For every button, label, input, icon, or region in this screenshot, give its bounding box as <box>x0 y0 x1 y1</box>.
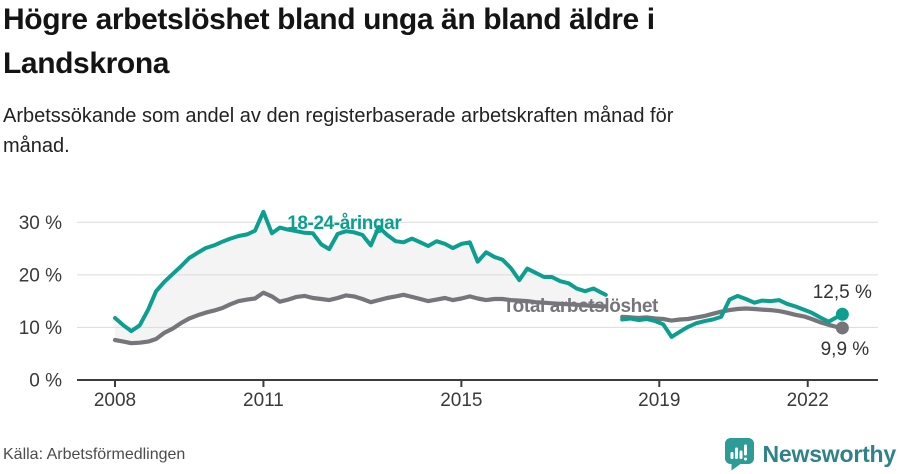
total-end-dot <box>835 321 849 335</box>
x-axis-label-2011: 2011 <box>243 390 284 411</box>
source-note: Källa: Arbetsförmedlingen <box>3 446 186 463</box>
total-line-segment-1 <box>112 290 608 346</box>
total-line-segment-2 <box>620 306 845 331</box>
y-axis-label-10: 10 % <box>19 318 62 339</box>
young-end-dot <box>835 307 849 321</box>
chart-header: Högre arbetslöshet bland unga än bland ä… <box>3 0 673 161</box>
newsworthy-logo: Newsworthy <box>724 437 896 471</box>
band-fill-segment-1-1 <box>115 211 606 344</box>
newsworthy-chart-bubble-icon <box>724 438 754 471</box>
chart-subtitle: Arbetssökande som andel av den registerb… <box>3 105 674 157</box>
y-axis-label-30: 30 % <box>19 213 62 234</box>
total-end-value-label: 9,9 % <box>821 339 870 360</box>
y-axis-label-20: 20 % <box>19 265 62 286</box>
brand-wordmark: Newsworthy <box>762 440 897 467</box>
young-end-value-label: 12,5 % <box>813 282 872 303</box>
young-line-segment-1 <box>113 209 608 334</box>
total-series-label: Total arbetslöshet <box>503 296 659 317</box>
x-axis-label-2008: 2008 <box>94 390 136 411</box>
y-axis-label-0: 0 % <box>29 371 62 392</box>
young-series-label: 18-24-åringar <box>287 213 402 234</box>
young-line-segment-2 <box>620 293 845 339</box>
x-axis-label-2019: 2019 <box>638 390 680 411</box>
x-axis-label-2015: 2015 <box>440 390 482 411</box>
x-axis-label-2022: 2022 <box>787 390 829 411</box>
chart-title: Högre arbetslöshet bland unga än bland ä… <box>3 3 655 80</box>
